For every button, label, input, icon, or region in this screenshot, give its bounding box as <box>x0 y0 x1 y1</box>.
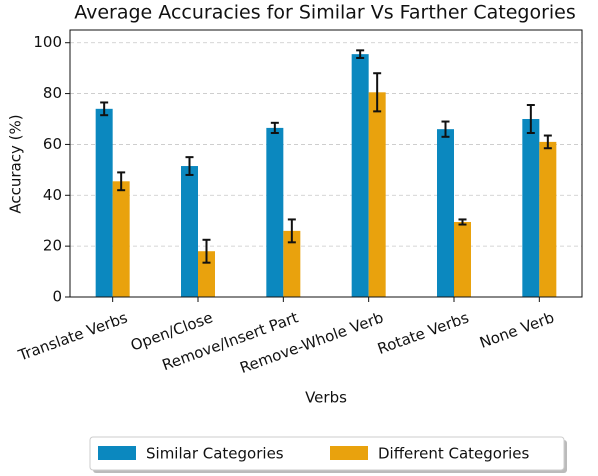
x-tick-label: Rotate Verbs <box>375 308 471 358</box>
error-bar <box>100 101 109 117</box>
x-tick-label: None Verb <box>477 308 556 352</box>
x-tick-label: Translate Verbs <box>15 308 130 365</box>
plot-frame <box>69 29 583 298</box>
error-bar <box>543 134 552 150</box>
y-tick-label: 0 <box>52 288 62 306</box>
x-axis-label: Verbs <box>305 389 347 407</box>
bar <box>181 166 198 297</box>
bar <box>522 119 540 297</box>
bar <box>283 230 301 297</box>
bar <box>454 221 471 297</box>
bar <box>539 141 557 297</box>
error-bar <box>458 218 467 226</box>
legend-label: Different Categories <box>378 445 530 463</box>
y-tick-label: 40 <box>43 186 62 204</box>
error-bar <box>287 218 296 244</box>
bar <box>198 251 215 297</box>
bar <box>95 108 113 297</box>
bar <box>112 181 130 297</box>
legend-swatch <box>330 446 368 460</box>
bar <box>266 127 284 298</box>
legend-box <box>89 436 565 471</box>
error-bar <box>526 104 535 134</box>
error-bar <box>356 49 365 59</box>
bar <box>437 129 454 297</box>
error-bar <box>441 120 450 138</box>
error-bar <box>202 238 211 264</box>
error-bar <box>185 156 194 176</box>
error-bar <box>373 72 382 113</box>
error-bar <box>270 121 279 134</box>
y-tick-label: 100 <box>33 33 62 51</box>
legend-swatch <box>98 446 136 460</box>
y-tick-label: 60 <box>43 135 62 153</box>
bar <box>368 92 386 297</box>
y-axis-label: Accuracy (%) <box>7 114 25 213</box>
legend-label: Similar Categories <box>146 445 284 463</box>
error-bar <box>117 171 126 192</box>
y-tick-label: 80 <box>43 84 62 102</box>
x-tick-label: Remove-Whole Verb <box>237 308 385 377</box>
bar <box>351 54 369 298</box>
y-tick-label: 20 <box>43 237 62 255</box>
chart-title: Average Accuracies for Similar Vs Farthe… <box>74 2 576 24</box>
